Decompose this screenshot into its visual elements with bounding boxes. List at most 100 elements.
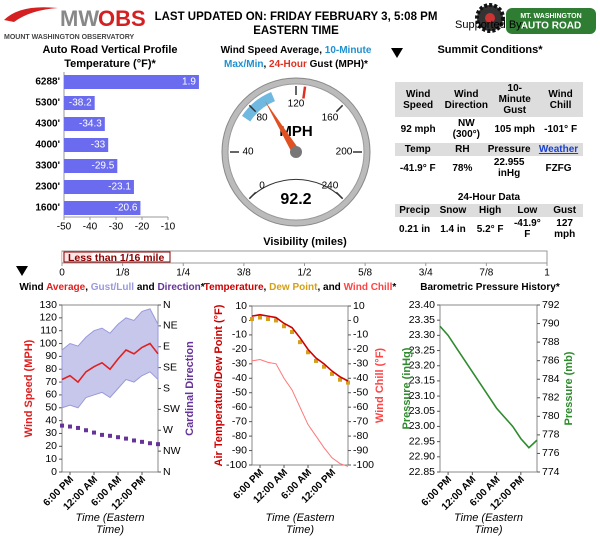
header-row: Precip Snow High Low Gust (395, 204, 583, 217)
y2-tick-label: SW (163, 403, 180, 415)
bar-label: -23.1 (108, 182, 131, 193)
plot-area (251, 305, 349, 466)
data-point (306, 350, 310, 355)
title-part: Wind Chill (344, 282, 393, 293)
x-tick-label: 1/2 (298, 268, 312, 279)
y2-tick-label: 0 (353, 314, 359, 326)
x-tick-label: -30 (109, 222, 124, 233)
data-line (251, 358, 349, 467)
title-part: Direction (157, 282, 200, 293)
y2-tick-label: -20 (353, 343, 368, 355)
weather-link[interactable]: Weather (534, 143, 583, 156)
y2-tick-label: 776 (542, 447, 560, 459)
header-cell: Precip (395, 204, 435, 217)
gauge-tick (248, 104, 257, 113)
header-cell: Wind Speed (395, 82, 442, 117)
y-tick-label: 100 (39, 337, 57, 349)
gauge-hub (290, 146, 302, 158)
y2-tick-label: -50 (353, 387, 368, 399)
bar-label: -38.2 (69, 98, 92, 109)
data-point (274, 318, 278, 323)
data-point (156, 442, 160, 447)
value-cell: 0.21 in (398, 223, 431, 235)
y-tick-label: 23.35 (409, 314, 435, 326)
data-point (140, 439, 144, 444)
y-tick-label: -100 (226, 459, 247, 471)
y2-tick-label: -60 (353, 401, 368, 413)
y-tick-label: -90 (232, 444, 247, 456)
y-tick-label: -10 (232, 329, 247, 341)
y-tick-label: -20 (232, 343, 247, 355)
data-line (61, 342, 159, 384)
bar (64, 117, 105, 131)
header-cell: Wind Direction (441, 82, 492, 117)
visibility-label: Less than 1/16 mile (68, 252, 164, 264)
bar-label: -34.3 (79, 119, 102, 130)
y-tick-label: 40 (45, 414, 57, 426)
y2-tick-label: W (163, 424, 173, 436)
y-tick-label: 22.90 (409, 451, 435, 463)
bar (64, 75, 199, 89)
last-updated: LAST UPDATED ON: FRIDAY FEBRUARY 3, 5:08… (155, 11, 438, 23)
toggle-arrow[interactable] (16, 266, 28, 276)
data-point (100, 432, 104, 437)
y-axis-label: Wind Speed (MPH) (23, 339, 35, 437)
y-tick-label: 10 (235, 300, 247, 312)
data-point (290, 330, 294, 335)
y2-tick-label: -90 (353, 444, 368, 456)
header-cell: RH (440, 143, 485, 156)
x-tick-label: -10 (161, 222, 176, 233)
title-part: Average (46, 282, 86, 293)
title-part: , and (317, 282, 343, 293)
gauge-tick (335, 191, 344, 200)
data-point (76, 425, 80, 430)
category-label: 2300' (35, 182, 60, 193)
chart-title: Auto Road Vertical Profile (42, 44, 177, 56)
y2-tick-label: 786 (542, 354, 560, 366)
toggle-arrow[interactable] (391, 48, 403, 58)
title-part: Gust (MPH)* (307, 59, 368, 70)
title-part: Wind (19, 282, 46, 293)
title-part: * (392, 282, 396, 293)
summit-table: Temp RH Pressure Weather -41.9° F 78% 22.955 i… (395, 143, 583, 180)
y-tick-label: 50 (45, 402, 57, 414)
x-tick-label: -20 (135, 222, 150, 233)
y2-tick-label: NW (163, 445, 181, 457)
data-point (346, 380, 350, 385)
title-part: , (264, 282, 270, 293)
x-tick-label: 7/8 (479, 268, 493, 279)
data-point (330, 371, 334, 376)
y-tick-label: -30 (232, 358, 247, 370)
y-tick-label: 70 (45, 376, 57, 388)
gauge-tick-label: 0 (259, 181, 265, 192)
value-cell: -101° F (544, 123, 578, 135)
value-cell: 5.2° F (476, 223, 504, 235)
y2-tick-label: -80 (353, 430, 368, 442)
value-cell: FZFG (545, 162, 572, 174)
header-row: Temp RH Pressure Weather (395, 143, 583, 156)
bar (64, 201, 141, 215)
data-point (322, 364, 326, 369)
y-tick-label: 22.95 (409, 435, 435, 447)
y2-tick-label: SE (163, 361, 177, 373)
y2-axis-label: Pressure (mb) (563, 351, 575, 425)
category-label: 4300' (35, 119, 60, 130)
supported-by: Supported By: (455, 19, 525, 31)
gauge-tick-label: 200 (336, 147, 353, 158)
gauge-tick-label: 240 (322, 181, 339, 192)
y2-tick-label: NE (163, 320, 178, 332)
y2-tick-label: -10 (353, 329, 368, 341)
y2-tick-label: 788 (542, 336, 560, 348)
summit-title: Summit Conditions* (437, 44, 543, 56)
y-tick-label: 110 (40, 324, 57, 336)
y-tick-label: -60 (232, 401, 247, 413)
x-axis-label: Time (Eastern (76, 512, 145, 524)
title-part: Gust/Lull (91, 282, 135, 293)
y-tick-label: 0 (51, 466, 57, 478)
header-cell: Temp (395, 143, 441, 156)
y-tick-label: 23.15 (409, 375, 435, 387)
bar (64, 96, 95, 110)
header-cell: Snow (434, 204, 472, 217)
x-tick-label: 3/8 (237, 268, 251, 279)
